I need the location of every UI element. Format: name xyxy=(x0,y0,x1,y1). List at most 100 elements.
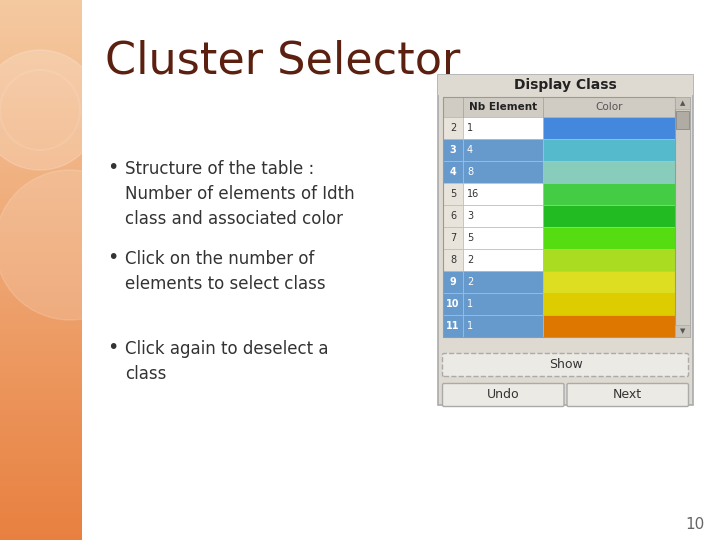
Text: 4: 4 xyxy=(449,167,456,177)
Bar xyxy=(0,404,82,410)
Bar xyxy=(0,53,82,59)
Bar xyxy=(543,205,675,227)
Bar xyxy=(0,118,82,124)
Bar xyxy=(463,205,543,227)
Bar xyxy=(0,167,82,173)
Text: Cluster Selector: Cluster Selector xyxy=(105,40,460,83)
Bar xyxy=(0,372,82,378)
FancyBboxPatch shape xyxy=(567,383,688,407)
Bar xyxy=(443,183,463,205)
Text: Click again to deselect a
class: Click again to deselect a class xyxy=(125,340,328,383)
Bar xyxy=(0,512,82,518)
Bar xyxy=(0,10,82,16)
Bar xyxy=(543,227,675,249)
Text: Color: Color xyxy=(595,102,623,112)
Text: •: • xyxy=(107,158,119,177)
Bar xyxy=(443,315,463,337)
Text: 11: 11 xyxy=(446,321,460,331)
Bar xyxy=(0,453,82,459)
Bar xyxy=(0,280,82,286)
Bar xyxy=(0,75,82,81)
Circle shape xyxy=(0,50,100,170)
Bar xyxy=(675,97,690,337)
Bar xyxy=(675,325,690,337)
Bar xyxy=(463,227,543,249)
Bar xyxy=(0,16,82,22)
Bar xyxy=(0,5,82,11)
Bar xyxy=(443,97,675,117)
Bar xyxy=(0,64,82,70)
Text: •: • xyxy=(107,338,119,357)
Bar xyxy=(0,345,82,351)
Bar xyxy=(443,117,463,139)
Bar xyxy=(0,318,82,324)
Bar xyxy=(0,485,82,491)
Bar xyxy=(0,21,82,27)
Bar xyxy=(0,107,82,113)
Bar xyxy=(0,534,82,540)
Bar xyxy=(0,475,82,481)
Bar xyxy=(0,37,82,43)
Bar xyxy=(0,32,82,38)
Bar xyxy=(0,307,82,313)
Bar xyxy=(0,334,82,340)
Bar xyxy=(0,323,82,329)
Bar xyxy=(0,259,82,265)
Text: 1: 1 xyxy=(467,321,473,331)
Bar xyxy=(543,271,675,293)
Bar xyxy=(0,523,82,529)
Bar xyxy=(0,188,82,194)
Bar xyxy=(0,458,82,464)
Text: ▼: ▼ xyxy=(680,328,685,334)
Text: 10: 10 xyxy=(685,517,705,532)
Bar xyxy=(0,296,82,302)
Bar xyxy=(463,161,543,183)
Text: •: • xyxy=(107,248,119,267)
Bar xyxy=(0,302,82,308)
Text: 9: 9 xyxy=(449,277,456,287)
Bar xyxy=(463,315,543,337)
Bar xyxy=(0,496,82,502)
Bar xyxy=(543,315,675,337)
Text: 3: 3 xyxy=(449,145,456,155)
Bar xyxy=(463,183,543,205)
Bar xyxy=(0,442,82,448)
Bar xyxy=(0,26,82,32)
Bar xyxy=(0,151,82,157)
Text: 7: 7 xyxy=(450,233,456,243)
Bar xyxy=(0,269,82,275)
Text: 2: 2 xyxy=(450,123,456,133)
Bar xyxy=(0,48,82,54)
Bar xyxy=(0,199,82,205)
Bar xyxy=(0,178,82,184)
Bar xyxy=(0,491,82,497)
Bar xyxy=(0,226,82,232)
Bar xyxy=(443,139,463,161)
Bar xyxy=(0,431,82,437)
Bar xyxy=(0,221,82,227)
Bar xyxy=(463,139,543,161)
Bar xyxy=(0,356,82,362)
Bar xyxy=(0,113,82,119)
Bar xyxy=(443,249,463,271)
Bar xyxy=(0,469,82,475)
Text: 2: 2 xyxy=(467,255,473,265)
Bar xyxy=(675,97,690,109)
Bar xyxy=(0,410,82,416)
Text: 6: 6 xyxy=(450,211,456,221)
Bar xyxy=(0,421,82,427)
Bar xyxy=(443,205,463,227)
Bar xyxy=(0,172,82,178)
Bar xyxy=(443,271,463,293)
Bar xyxy=(0,140,82,146)
Bar xyxy=(676,111,689,129)
Text: Show: Show xyxy=(549,359,582,372)
Bar xyxy=(0,377,82,383)
Text: 2: 2 xyxy=(467,277,473,287)
Bar xyxy=(0,237,82,243)
Text: Display Class: Display Class xyxy=(514,78,617,92)
Bar xyxy=(0,86,82,92)
Bar xyxy=(543,183,675,205)
Bar xyxy=(0,480,82,486)
Bar xyxy=(543,161,675,183)
